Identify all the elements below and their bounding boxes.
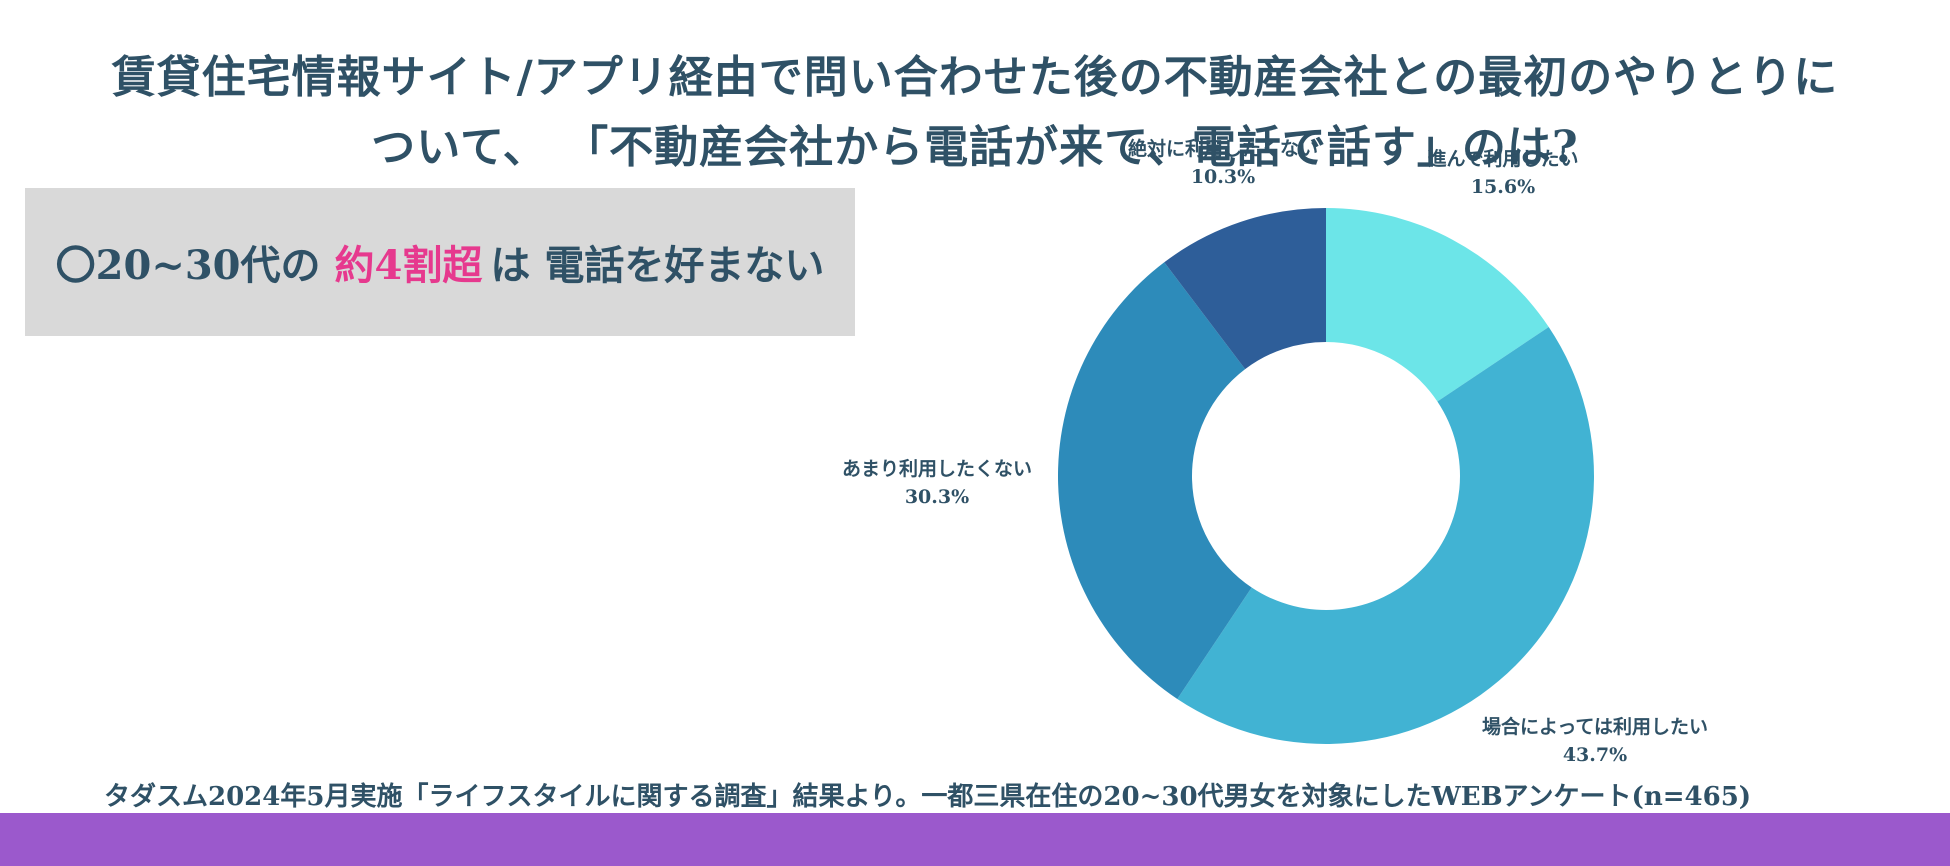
donut-slice-1 bbox=[1326, 208, 1549, 402]
donut-labels: 進んで利用したい 15.6% 場合によっては利用したい 43.7% あまり利用したくない… bbox=[842, 137, 1708, 766]
slice-label-1: 進んで利用したい bbox=[1427, 148, 1578, 170]
slice-value-4: 10.3% bbox=[1191, 166, 1255, 188]
donut-slice-2 bbox=[1177, 326, 1594, 744]
slice-label-4: 絶対に利用したくない bbox=[1128, 137, 1318, 160]
bottom-accent-bar bbox=[0, 813, 1950, 866]
slice-value-2: 43.7% bbox=[1563, 744, 1627, 766]
slice-label-3: あまり利用したくない bbox=[842, 458, 1032, 480]
slice-value-1: 15.6% bbox=[1471, 176, 1535, 198]
slice-label-2: 場合によっては利用したい bbox=[1482, 715, 1708, 738]
title-line-2: ついて、 「不動産会社から電話が来て、電話で話す」のは? bbox=[371, 122, 1579, 174]
slice-value-3: 30.3% bbox=[905, 486, 969, 508]
donut-slice-4 bbox=[1164, 208, 1326, 370]
callout-suffix-b: 電話を好まない bbox=[544, 242, 825, 289]
callout-highlight: 約4割超 bbox=[334, 242, 483, 289]
title-line-1: 賃貸住宅情報サイト/アプリ経由で問い合わせた後の不動産会社との最初のやりとりに bbox=[111, 52, 1839, 104]
chart-title: 賃貸住宅情報サイト/アプリ経由で問い合わせた後の不動産会社との最初のやりとりに … bbox=[60, 43, 1890, 183]
donut-slice-3 bbox=[1058, 262, 1252, 699]
callout-prefix: 〇20~30代の bbox=[55, 242, 321, 289]
callout-suffix-a: は bbox=[490, 242, 531, 289]
source-footnote: タダスム2024年5月実施「ライフスタイルに関する調査」結果より。一都三県在住の… bbox=[104, 782, 1752, 812]
donut-slices bbox=[1058, 208, 1594, 744]
summary-callout: 〇20~30代の 約4割超 は 電話を好まない bbox=[25, 188, 855, 336]
